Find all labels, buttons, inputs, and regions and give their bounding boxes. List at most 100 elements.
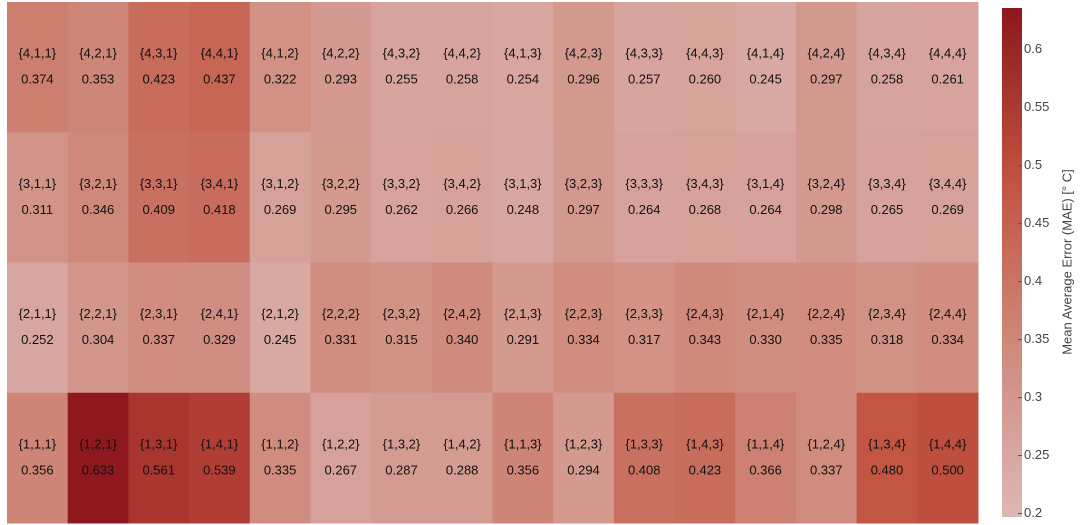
value-label: 0.356 bbox=[507, 462, 540, 477]
cell bbox=[189, 392, 251, 524]
cell-label: {2,2,2} bbox=[322, 306, 360, 321]
cell bbox=[553, 132, 615, 263]
cell bbox=[917, 392, 979, 524]
cell-label: {2,3,4} bbox=[868, 306, 906, 321]
cell bbox=[856, 392, 918, 524]
value-label: 0.418 bbox=[203, 202, 236, 217]
value-label: 0.353 bbox=[82, 72, 115, 87]
cell-label: {2,1,2} bbox=[261, 306, 299, 321]
value-label: 0.633 bbox=[82, 462, 115, 477]
cell-label: {3,1,4} bbox=[747, 176, 785, 191]
cell-label: {1,4,2} bbox=[443, 436, 481, 451]
cell-label: {3,2,3} bbox=[565, 176, 603, 191]
value-label: 0.245 bbox=[264, 332, 297, 347]
colorbar-tick-label: 0.3 bbox=[1024, 389, 1042, 404]
cell bbox=[674, 392, 736, 524]
cell bbox=[613, 2, 676, 133]
cell-label: {4,1,2} bbox=[261, 46, 299, 61]
value-label: 0.264 bbox=[749, 202, 782, 217]
value-label: 0.315 bbox=[385, 332, 418, 347]
cell bbox=[735, 2, 797, 133]
cell bbox=[492, 392, 554, 524]
cell-label: {1,4,1} bbox=[201, 436, 239, 451]
colorbar-gradient bbox=[1002, 8, 1022, 517]
value-label: 0.331 bbox=[325, 332, 358, 347]
cell bbox=[310, 2, 372, 133]
cell-label: {3,3,3} bbox=[625, 176, 663, 191]
value-label: 0.374 bbox=[21, 72, 54, 87]
cell bbox=[7, 2, 69, 133]
value-label: 0.334 bbox=[931, 332, 964, 347]
cell bbox=[795, 262, 858, 394]
cell bbox=[371, 262, 433, 394]
value-label: 0.297 bbox=[567, 202, 600, 217]
colorbar-tick-label: 0.4 bbox=[1024, 273, 1042, 288]
value-label: 0.317 bbox=[628, 332, 661, 347]
cell bbox=[249, 132, 311, 263]
cell bbox=[856, 262, 918, 394]
cell-label: {4,1,1} bbox=[19, 46, 57, 61]
colorbar-tick-label: 0.5 bbox=[1024, 157, 1042, 172]
cell-label: {1,3,3} bbox=[625, 436, 663, 451]
value-label: 0.343 bbox=[689, 332, 722, 347]
cell bbox=[7, 262, 69, 394]
cell bbox=[795, 392, 858, 524]
cell bbox=[492, 262, 554, 394]
cell-label: {1,2,1} bbox=[79, 436, 117, 451]
value-label: 0.335 bbox=[264, 462, 297, 477]
value-label: 0.304 bbox=[82, 332, 115, 347]
cell-label: {3,2,2} bbox=[322, 176, 360, 191]
value-label: 0.245 bbox=[749, 72, 782, 87]
cell-label: {4,4,4} bbox=[929, 46, 967, 61]
cell bbox=[856, 132, 918, 263]
cell bbox=[431, 132, 493, 263]
cell-label: {2,2,1} bbox=[79, 306, 117, 321]
cell bbox=[189, 2, 251, 133]
cell bbox=[735, 392, 797, 524]
cell-label: {4,1,4} bbox=[747, 46, 785, 61]
value-label: 0.337 bbox=[142, 332, 175, 347]
cell-label: {3,1,3} bbox=[504, 176, 542, 191]
cell-label: {4,2,3} bbox=[565, 46, 603, 61]
cell bbox=[371, 2, 433, 133]
value-label: 0.266 bbox=[446, 202, 479, 217]
cell bbox=[431, 392, 493, 524]
value-label: 0.337 bbox=[810, 462, 843, 477]
value-label: 0.264 bbox=[628, 202, 661, 217]
value-label: 0.480 bbox=[871, 462, 904, 477]
value-label: 0.298 bbox=[810, 202, 843, 217]
value-label: 0.255 bbox=[385, 72, 418, 87]
cell-label: {3,2,1} bbox=[79, 176, 117, 191]
cell bbox=[492, 2, 554, 133]
cell bbox=[613, 262, 676, 394]
cell-label: {4,3,1} bbox=[140, 46, 178, 61]
cell bbox=[674, 2, 736, 133]
cell-label: {4,2,2} bbox=[322, 46, 360, 61]
cell bbox=[553, 262, 615, 394]
cell-label: {3,1,1} bbox=[19, 176, 57, 191]
colorbar-tick-label: 0.45 bbox=[1024, 215, 1049, 230]
cell-label: {1,1,2} bbox=[261, 436, 299, 451]
cell bbox=[249, 262, 311, 394]
cell bbox=[310, 132, 372, 263]
value-label: 0.340 bbox=[446, 332, 479, 347]
cell bbox=[735, 132, 797, 263]
cell-label: {2,4,1} bbox=[201, 306, 239, 321]
cell bbox=[735, 262, 797, 394]
value-label: 0.258 bbox=[871, 72, 904, 87]
cell-label: {2,3,2} bbox=[383, 306, 421, 321]
value-label: 0.366 bbox=[749, 462, 782, 477]
value-label: 0.265 bbox=[871, 202, 904, 217]
cell-label: {1,3,2} bbox=[383, 436, 421, 451]
cell-label: {3,4,1} bbox=[201, 176, 239, 191]
cell bbox=[795, 132, 858, 263]
cell-label: {3,3,4} bbox=[868, 176, 906, 191]
cell-label: {2,3,3} bbox=[625, 306, 663, 321]
cell bbox=[67, 262, 129, 394]
cell bbox=[431, 262, 493, 394]
cell bbox=[492, 132, 554, 263]
cell bbox=[553, 2, 615, 133]
value-label: 0.423 bbox=[689, 462, 722, 477]
cell-label: {4,1,3} bbox=[504, 46, 542, 61]
value-label: 0.334 bbox=[567, 332, 600, 347]
